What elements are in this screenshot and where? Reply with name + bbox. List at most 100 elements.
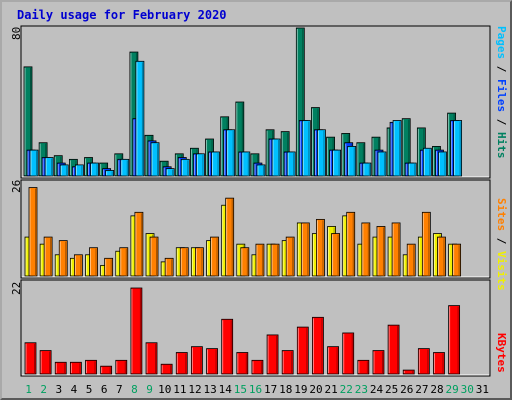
pages-bar-day-14 (226, 129, 236, 177)
pages-bar-day-28 (438, 151, 447, 177)
day-label-31: 31 (476, 383, 489, 396)
pages-bar-day-8 (135, 60, 145, 177)
pages-bar-day-22 (347, 145, 357, 177)
sites-bar-day-19 (300, 222, 310, 277)
sites-bar-day-9 (149, 236, 159, 277)
kbytes-bar-day-22 (342, 332, 355, 375)
kbytes-bar-day-15 (236, 352, 249, 375)
sites-bar-day-13 (210, 236, 219, 277)
day-label-28: 28 (430, 383, 443, 396)
day-label-17: 17 (264, 383, 277, 396)
pages-bar-day-10 (165, 168, 175, 177)
kbytes-bar-day-20 (312, 316, 324, 375)
day-label-4: 4 (71, 383, 78, 396)
kbytes-bar-day-5 (85, 359, 97, 375)
kbytes-bar-day-6 (100, 365, 113, 375)
pages-bar-day-21 (332, 149, 341, 177)
pages-bar-day-11 (180, 158, 190, 177)
sites-bar-day-17 (270, 243, 280, 277)
day-label-26: 26 (400, 383, 413, 396)
kbytes-bar-day-11 (175, 352, 188, 375)
kbytes-bar-day-3 (54, 361, 67, 375)
pages-bar-day-27 (422, 147, 432, 177)
day-label-3: 3 (56, 383, 63, 396)
sites-bar-day-16 (255, 243, 265, 277)
kbytes-bar-day-21 (327, 346, 339, 375)
kbytes-bar-day-8 (130, 287, 143, 375)
day-label-21: 21 (325, 383, 338, 396)
kbytes-bar-day-7 (115, 359, 128, 375)
day-label-16: 16 (249, 383, 262, 396)
kbytes-bar-day-10 (160, 363, 173, 375)
sites-bar-day-11 (179, 247, 189, 277)
sites-bar-day-12 (195, 247, 204, 277)
sites-bar-day-14 (225, 197, 235, 277)
sites-bar-day-23 (361, 222, 371, 277)
sites-bar-day-21 (331, 233, 340, 277)
pages-bar-day-9 (150, 142, 160, 177)
kbytes-bar-day-4 (69, 361, 82, 375)
sites-bar-day-28 (437, 236, 446, 277)
day-label-19: 19 (294, 383, 307, 396)
day-label-13: 13 (203, 383, 216, 396)
sites-bar-day-26 (406, 243, 416, 277)
day-label-23: 23 (355, 383, 368, 396)
day-label-11: 11 (173, 383, 186, 396)
pages-bar-day-23 (362, 162, 372, 177)
pages-bar-day-25 (392, 120, 402, 177)
sites-bar-day-7 (119, 247, 129, 277)
sites-bar-day-2 (43, 236, 53, 277)
kbytes-bar-day-29 (448, 305, 461, 375)
pages-bar-day-1 (29, 149, 39, 177)
pages-bar-day-4 (74, 164, 84, 177)
pages-bar-day-3 (59, 164, 69, 177)
pages-bar-day-29 (453, 120, 463, 177)
kbytes-bar-day-1 (24, 342, 37, 375)
pages-bar-day-18 (286, 151, 296, 177)
pages-bar-day-5 (90, 162, 99, 177)
pages-bar-day-16 (256, 164, 266, 177)
sites-bar-day-5 (89, 247, 98, 277)
day-label-7: 7 (116, 383, 123, 396)
sites-bar-day-8 (134, 211, 144, 277)
sites-bar-day-4 (73, 254, 83, 277)
kbytes-bar-day-12 (191, 346, 203, 375)
pages-bar-day-13 (211, 151, 220, 177)
day-label-15: 15 (234, 383, 247, 396)
kbytes-bar-day-16 (251, 359, 264, 375)
sites-bar-day-22 (346, 211, 356, 277)
chart-title: Daily usage for February 2020 (17, 8, 227, 22)
day-label-14: 14 (219, 383, 233, 396)
day-label-2: 2 (40, 383, 47, 396)
kbytes-bar-day-14 (221, 318, 234, 375)
pages-bar-day-12 (196, 153, 205, 177)
pages-bar-day-24 (377, 151, 387, 177)
day-label-25: 25 (385, 383, 398, 396)
sites-bar-day-29 (452, 243, 462, 277)
sites-bar-day-1 (28, 187, 38, 277)
pages-bar-day-20 (317, 129, 326, 177)
pages-bar-day-26 (407, 162, 417, 177)
sites-bar-day-15 (240, 247, 250, 277)
kbytes-bar-day-26 (402, 369, 415, 375)
kbytes-bar-day-9 (145, 342, 158, 375)
sites-bar-day-25 (391, 222, 401, 277)
kbytes-bar-day-28 (433, 352, 445, 375)
sites-bar-day-20 (316, 218, 325, 277)
panel-1-plot-area (20, 25, 491, 179)
sites-bar-day-10 (164, 257, 174, 277)
day-label-18: 18 (279, 383, 292, 396)
day-label-29: 29 (446, 383, 459, 396)
pages-bar-day-7 (120, 158, 130, 177)
day-label-24: 24 (370, 383, 384, 396)
kbytes-bar-day-24 (372, 350, 385, 375)
sites-bar-day-3 (58, 240, 68, 277)
sites-bar-day-27 (421, 211, 431, 277)
pages-bar-day-6 (105, 170, 115, 177)
pages-bar-day-2 (44, 157, 54, 177)
day-label-10: 10 (158, 383, 171, 396)
day-label-20: 20 (309, 383, 322, 396)
pages-bar-day-15 (241, 151, 251, 177)
kbytes-bar-day-18 (281, 350, 294, 375)
